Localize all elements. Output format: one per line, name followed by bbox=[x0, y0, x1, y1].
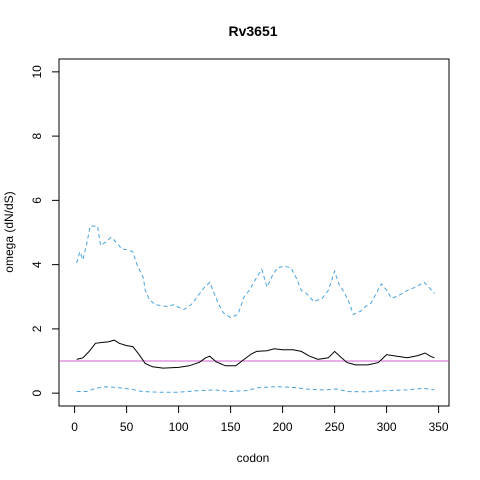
chart-title: Rv3651 bbox=[228, 23, 277, 39]
y-tick-label: 0 bbox=[30, 389, 44, 396]
y-tick-label: 10 bbox=[30, 65, 44, 79]
x-axis-label: codon bbox=[237, 451, 270, 465]
x-axis: 0 50 100 150 200 250 300 350 bbox=[71, 405, 449, 434]
series-line-2 bbox=[76, 386, 435, 393]
plot-layer bbox=[59, 225, 449, 393]
x-tick-label: 50 bbox=[120, 420, 134, 434]
x-tick-label: 250 bbox=[325, 420, 345, 434]
x-tick-label: 150 bbox=[221, 420, 241, 434]
y-tick-label: 4 bbox=[30, 261, 44, 268]
y-tick-label: 2 bbox=[30, 325, 44, 332]
series-line-1 bbox=[76, 225, 435, 319]
x-tick-label: 200 bbox=[273, 420, 293, 434]
x-tick-label: 100 bbox=[169, 420, 189, 434]
y-axis: 0 2 4 6 8 10 bbox=[30, 65, 60, 396]
x-tick-label: 0 bbox=[71, 420, 78, 434]
y-tick-label: 8 bbox=[30, 132, 44, 139]
x-tick-label: 350 bbox=[429, 420, 449, 434]
series-line-0 bbox=[76, 339, 435, 369]
y-axis-label: omega (dN/dS) bbox=[2, 191, 16, 272]
x-tick-label: 300 bbox=[377, 420, 397, 434]
y-tick-label: 6 bbox=[30, 197, 44, 204]
plot-frame bbox=[58, 58, 450, 407]
